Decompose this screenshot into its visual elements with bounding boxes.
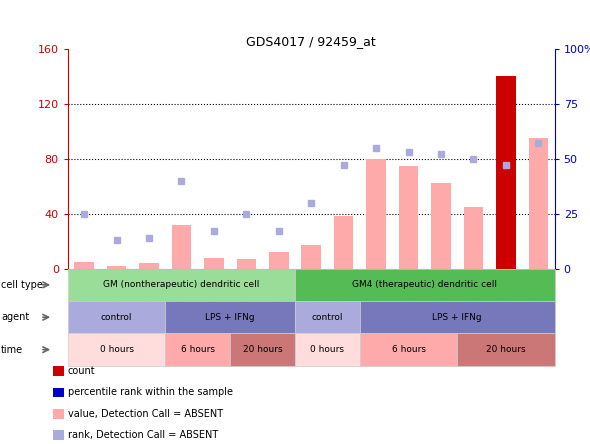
Bar: [74, 262, 94, 269]
Text: LPS + IFNg: LPS + IFNg: [432, 313, 482, 322]
Text: agent: agent: [1, 312, 30, 322]
Text: LPS + IFNg: LPS + IFNg: [205, 313, 255, 322]
Text: 0 hours: 0 hours: [100, 345, 133, 354]
Bar: [269, 252, 289, 269]
Bar: [237, 259, 256, 269]
Text: 6 hours: 6 hours: [181, 345, 215, 354]
Text: percentile rank within the sample: percentile rank within the sample: [68, 388, 233, 397]
Text: rank, Detection Call = ABSENT: rank, Detection Call = ABSENT: [68, 430, 218, 440]
Bar: [464, 207, 483, 269]
Bar: [139, 263, 159, 269]
Bar: [496, 76, 516, 269]
Text: 0 hours: 0 hours: [310, 345, 345, 354]
Text: cell type: cell type: [1, 280, 43, 290]
Bar: [399, 166, 418, 269]
Text: 6 hours: 6 hours: [392, 345, 425, 354]
Text: GM (nontherapeutic) dendritic cell: GM (nontherapeutic) dendritic cell: [103, 280, 260, 289]
Bar: [334, 216, 353, 269]
Bar: [204, 258, 224, 269]
Text: 20 hours: 20 hours: [486, 345, 526, 354]
Text: time: time: [1, 345, 24, 355]
Bar: [366, 159, 386, 269]
Bar: [172, 225, 191, 269]
Text: count: count: [68, 366, 96, 376]
Bar: [431, 183, 451, 269]
Text: control: control: [101, 313, 132, 322]
Bar: [529, 138, 548, 269]
Text: control: control: [312, 313, 343, 322]
Title: GDS4017 / 92459_at: GDS4017 / 92459_at: [247, 35, 376, 48]
Bar: [301, 245, 321, 269]
Text: GM4 (therapeutic) dendritic cell: GM4 (therapeutic) dendritic cell: [352, 280, 497, 289]
Text: value, Detection Call = ABSENT: value, Detection Call = ABSENT: [68, 409, 223, 419]
Bar: [107, 266, 126, 269]
Text: 20 hours: 20 hours: [242, 345, 283, 354]
